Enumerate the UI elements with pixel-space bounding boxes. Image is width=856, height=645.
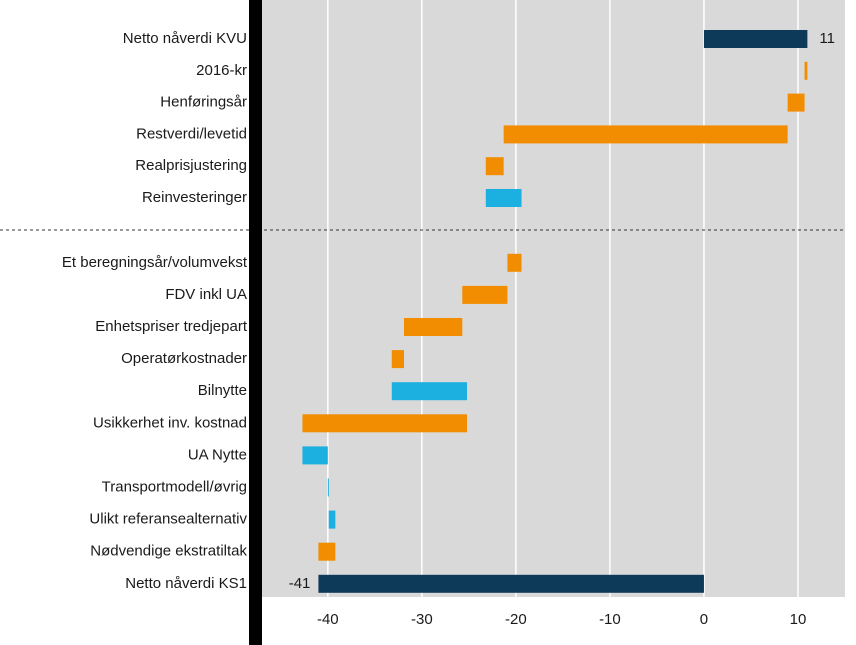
category-label: Enhetspriser tredjepart: [95, 318, 248, 335]
category-label: Realprisjustering: [135, 157, 247, 174]
bar: [318, 542, 336, 561]
bar: [485, 189, 522, 207]
category-label: Restverdi/levetid: [136, 125, 247, 142]
category-label: 2016-kr: [196, 62, 247, 79]
category-label: Netto nåverdi KVU: [123, 30, 247, 47]
x-tick-label: -30: [411, 611, 433, 628]
category-label: Usikkerhet inv. kostnad: [93, 414, 247, 431]
bar: [328, 510, 336, 529]
x-tick-label: 0: [700, 611, 708, 628]
x-tick-label: -20: [505, 611, 527, 628]
category-label: Transportmodell/øvrig: [102, 478, 247, 495]
bar: [507, 253, 522, 272]
bar: [462, 285, 508, 304]
bar: [302, 446, 328, 465]
category-label: Bilnytte: [198, 382, 247, 399]
bars: [302, 30, 808, 593]
bar: [703, 30, 808, 48]
axis-bar: [249, 0, 262, 645]
labels: -40 -30 -20 -10 0 10 Netto nåverdi KS1 -41 Nødve…: [62, 30, 835, 628]
bar: [391, 382, 467, 401]
category-label: UA Nytte: [188, 446, 247, 463]
bar: [503, 125, 788, 144]
category-label: Netto nåverdi KS1: [125, 575, 247, 592]
category-label: Ulikt referansealternativ: [89, 511, 247, 528]
category-label: Et beregningsår/volumvekst: [62, 254, 248, 271]
value-label: -41: [289, 575, 311, 592]
x-tick-label: 10: [790, 611, 807, 628]
category-label: Reinvesteringer: [142, 189, 247, 206]
x-tick-label: -10: [599, 611, 621, 628]
bar: [403, 318, 463, 336]
category-label: Henføringsår: [160, 94, 247, 111]
plot-background: [262, 0, 845, 597]
category-label: Operatørkostnader: [121, 350, 247, 367]
bar: [391, 350, 404, 369]
bar: [302, 414, 467, 433]
bar: [318, 574, 704, 593]
bar: [327, 478, 329, 497]
bar: [787, 93, 805, 112]
bar: [485, 157, 504, 176]
category-label: Nødvendige ekstratiltak: [90, 543, 247, 560]
category-label: FDV inkl UA: [165, 286, 247, 303]
value-label: 11: [819, 30, 835, 47]
x-tick-label: -40: [317, 611, 339, 628]
bar: [804, 61, 808, 80]
